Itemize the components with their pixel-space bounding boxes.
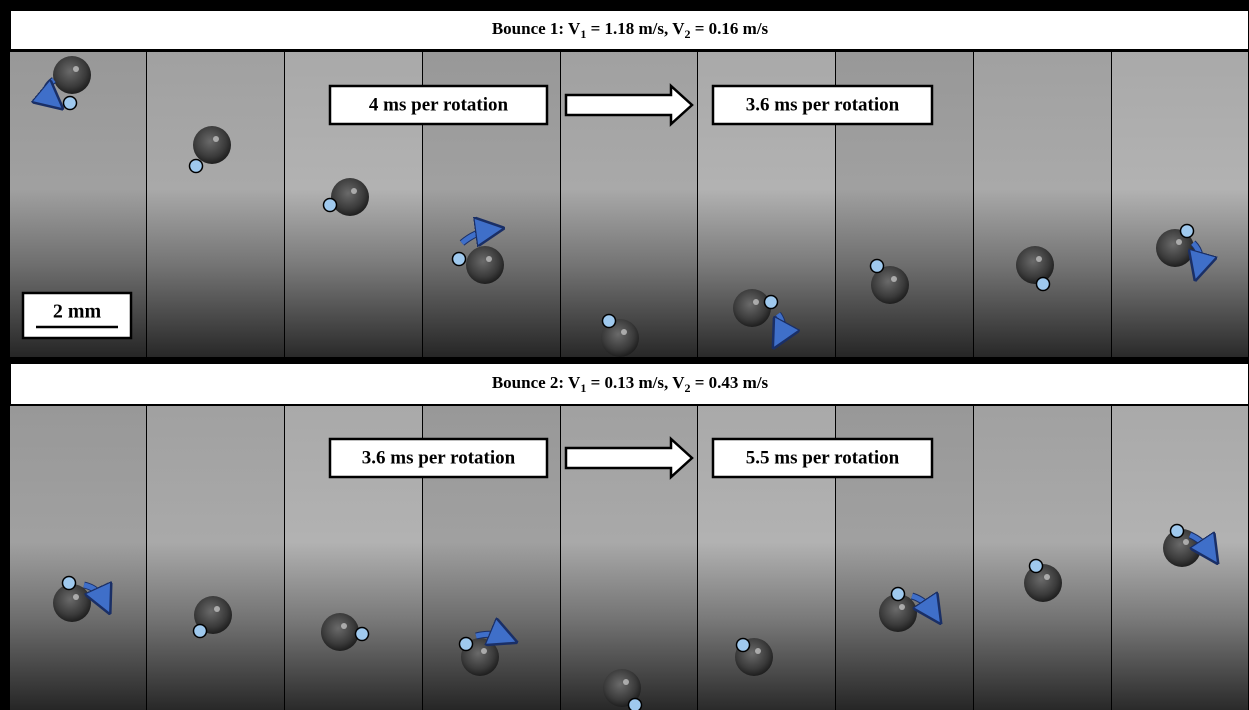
figure: Bounce 1: V1 = 1.18 m/s, V2 = 0.16 m/s 4 … <box>0 0 1249 710</box>
particle <box>1024 564 1062 602</box>
title-part: = 0.16 m/s <box>690 19 768 38</box>
marker-dot <box>629 699 642 710</box>
particle <box>321 613 359 651</box>
highlight <box>341 623 347 629</box>
highlight <box>621 329 627 335</box>
highlight <box>1036 256 1042 262</box>
frame <box>974 52 1111 357</box>
marker-dot <box>892 588 905 601</box>
title-part: Bounce 2: V <box>492 373 581 392</box>
frame <box>147 52 284 357</box>
particle <box>1016 246 1054 284</box>
marker-dot <box>194 625 207 638</box>
marker-dot <box>1181 225 1194 238</box>
highlight <box>891 276 897 282</box>
highlight <box>214 606 220 612</box>
rotation-label: 3.6 ms per rotation <box>746 94 900 115</box>
marker-dot <box>1171 525 1184 538</box>
frame <box>10 405 146 710</box>
highlight <box>1044 574 1050 580</box>
particle <box>466 246 504 284</box>
marker-dot <box>460 638 473 651</box>
panel-title: Bounce 2: V1 = 0.13 m/s, V2 = 0.43 m/s <box>492 373 769 395</box>
marker-dot <box>1037 278 1050 291</box>
frame <box>147 405 284 710</box>
marker-dot <box>190 160 203 173</box>
title-part: = 1.18 m/s, V <box>586 19 685 38</box>
highlight <box>481 648 487 654</box>
marker-dot <box>64 97 77 110</box>
rotation-label: 4 ms per rotation <box>369 94 509 115</box>
particle <box>331 178 369 216</box>
highlight <box>623 679 629 685</box>
marker-dot <box>603 315 616 328</box>
highlight <box>899 604 905 610</box>
panel-title: Bounce 1: V1 = 1.18 m/s, V2 = 0.16 m/s <box>492 19 769 41</box>
marker-dot <box>63 577 76 590</box>
marker-dot <box>356 628 369 641</box>
rotation-arrow <box>476 634 504 637</box>
marker-dot <box>453 253 466 266</box>
highlight <box>486 256 492 262</box>
title-part: Bounce 1: V <box>492 19 581 38</box>
highlight <box>1176 239 1182 245</box>
highlight <box>1183 539 1189 545</box>
title-part: = 0.13 m/s, V <box>586 373 685 392</box>
marker-dot <box>765 296 778 309</box>
marker-dot <box>324 199 337 212</box>
particle <box>193 126 231 164</box>
rotation-label: 5.5 ms per rotation <box>746 447 900 468</box>
highlight <box>73 594 79 600</box>
particle <box>733 289 771 327</box>
marker-dot <box>737 639 750 652</box>
title-part: = 0.43 m/s <box>690 373 768 392</box>
particle <box>53 56 91 94</box>
frame <box>974 405 1111 710</box>
marker-dot <box>1030 560 1043 573</box>
frame <box>1112 52 1248 357</box>
highlight <box>351 188 357 194</box>
rotation-label: 3.6 ms per rotation <box>362 447 516 468</box>
highlight <box>213 136 219 142</box>
highlight <box>73 66 79 72</box>
marker-dot <box>871 260 884 273</box>
highlight <box>755 648 761 654</box>
scale-label: 2 mm <box>53 301 102 323</box>
particle <box>53 584 91 622</box>
highlight <box>753 299 759 305</box>
